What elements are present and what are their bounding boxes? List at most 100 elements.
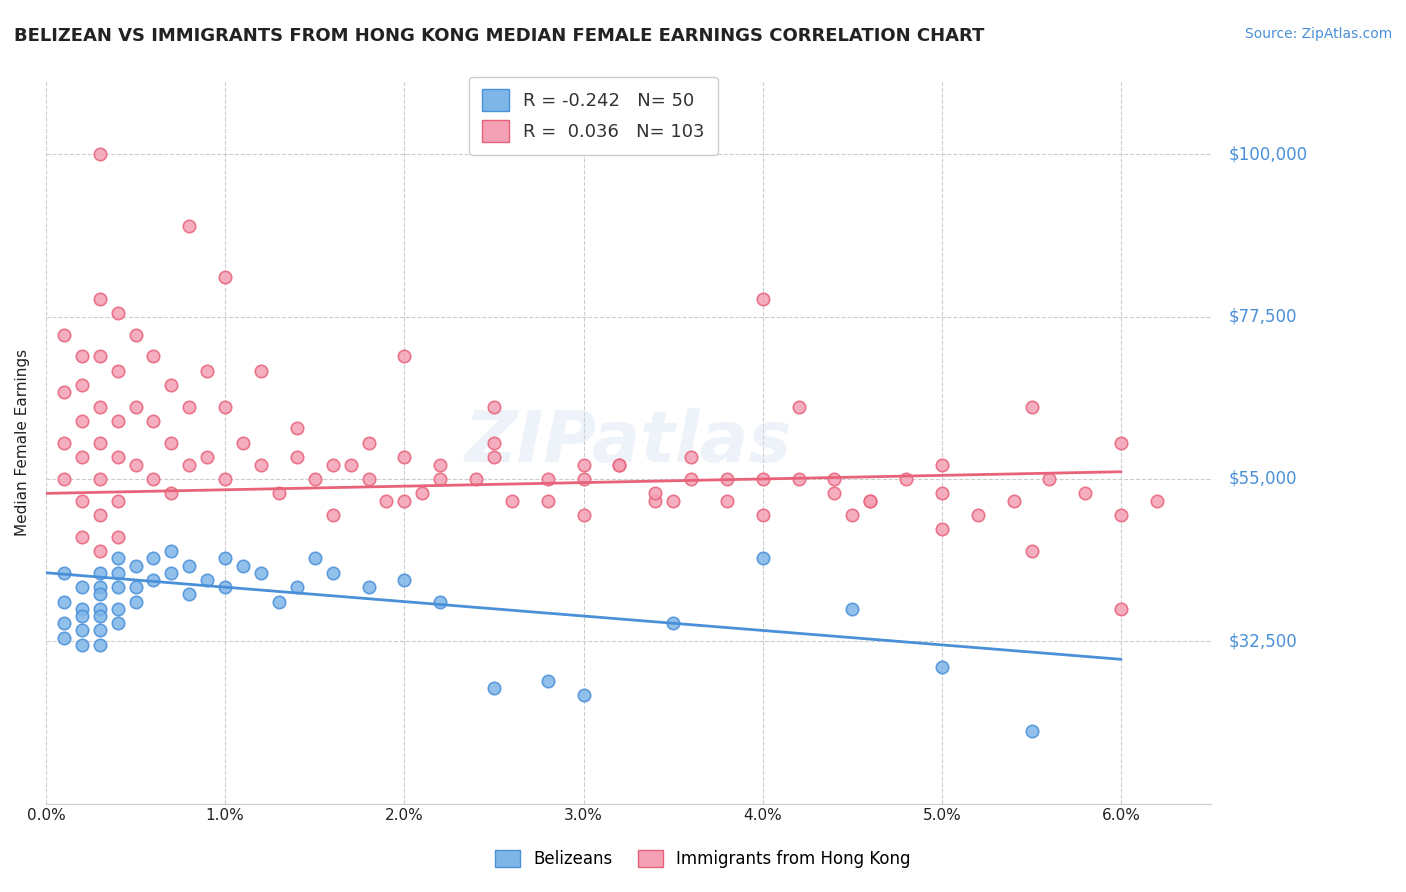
- Point: [572, 689, 595, 703]
- Point: [1109, 436, 1132, 450]
- Point: [572, 508, 595, 522]
- Y-axis label: Median Female Earnings: Median Female Earnings: [15, 350, 30, 536]
- Point: [931, 523, 953, 537]
- Point: [357, 472, 380, 486]
- Point: [160, 544, 183, 558]
- Point: [107, 580, 129, 594]
- Point: [160, 486, 183, 500]
- Text: $77,500: $77,500: [1229, 308, 1298, 326]
- Point: [52, 327, 75, 342]
- Point: [267, 486, 290, 500]
- Point: [859, 493, 882, 508]
- Point: [232, 558, 254, 573]
- Point: [142, 414, 165, 428]
- Point: [1146, 493, 1168, 508]
- Point: [572, 472, 595, 486]
- Point: [322, 458, 344, 472]
- Point: [267, 594, 290, 608]
- Point: [52, 594, 75, 608]
- Point: [124, 327, 146, 342]
- Point: [1109, 602, 1132, 616]
- Point: [482, 400, 505, 414]
- Point: [411, 486, 433, 500]
- Point: [214, 551, 236, 566]
- Point: [662, 493, 685, 508]
- Point: [107, 530, 129, 544]
- Point: [107, 364, 129, 378]
- Point: [52, 385, 75, 400]
- Point: [1002, 493, 1025, 508]
- Point: [89, 587, 111, 601]
- Point: [195, 364, 218, 378]
- Point: [609, 458, 631, 472]
- Point: [89, 472, 111, 486]
- Point: [179, 219, 201, 234]
- Point: [232, 436, 254, 450]
- Point: [52, 566, 75, 580]
- Point: [179, 400, 201, 414]
- Point: [716, 493, 738, 508]
- Point: [142, 349, 165, 363]
- Point: [357, 436, 380, 450]
- Point: [752, 508, 775, 522]
- Point: [89, 566, 111, 580]
- Point: [501, 493, 523, 508]
- Point: [107, 602, 129, 616]
- Point: [1074, 486, 1097, 500]
- Point: [160, 436, 183, 450]
- Point: [285, 421, 308, 435]
- Point: [179, 587, 201, 601]
- Point: [823, 486, 845, 500]
- Point: [195, 573, 218, 587]
- Point: [52, 472, 75, 486]
- Point: [375, 493, 398, 508]
- Text: Source: ZipAtlas.com: Source: ZipAtlas.com: [1244, 27, 1392, 41]
- Point: [609, 458, 631, 472]
- Point: [787, 472, 810, 486]
- Point: [52, 436, 75, 450]
- Point: [250, 566, 273, 580]
- Point: [394, 493, 416, 508]
- Point: [966, 508, 988, 522]
- Point: [572, 458, 595, 472]
- Point: [89, 602, 111, 616]
- Point: [214, 400, 236, 414]
- Point: [89, 609, 111, 624]
- Point: [89, 349, 111, 363]
- Point: [70, 493, 93, 508]
- Point: [644, 493, 666, 508]
- Text: BELIZEAN VS IMMIGRANTS FROM HONG KONG MEDIAN FEMALE EARNINGS CORRELATION CHART: BELIZEAN VS IMMIGRANTS FROM HONG KONG ME…: [14, 27, 984, 45]
- Point: [89, 292, 111, 306]
- Point: [70, 378, 93, 392]
- Point: [429, 472, 451, 486]
- Point: [429, 594, 451, 608]
- Point: [537, 472, 560, 486]
- Point: [142, 472, 165, 486]
- Point: [482, 450, 505, 465]
- Point: [107, 493, 129, 508]
- Point: [70, 414, 93, 428]
- Point: [52, 631, 75, 645]
- Point: [752, 472, 775, 486]
- Point: [1021, 400, 1043, 414]
- Point: [394, 450, 416, 465]
- Point: [322, 566, 344, 580]
- Point: [89, 147, 111, 161]
- Point: [195, 450, 218, 465]
- Point: [124, 594, 146, 608]
- Point: [537, 673, 560, 688]
- Point: [214, 580, 236, 594]
- Point: [89, 400, 111, 414]
- Point: [70, 349, 93, 363]
- Point: [142, 573, 165, 587]
- Text: ZIPatlas: ZIPatlas: [464, 409, 792, 477]
- Point: [107, 616, 129, 631]
- Point: [89, 436, 111, 450]
- Point: [124, 580, 146, 594]
- Point: [304, 551, 326, 566]
- Point: [394, 349, 416, 363]
- Point: [322, 508, 344, 522]
- Point: [859, 493, 882, 508]
- Point: [70, 609, 93, 624]
- Point: [752, 292, 775, 306]
